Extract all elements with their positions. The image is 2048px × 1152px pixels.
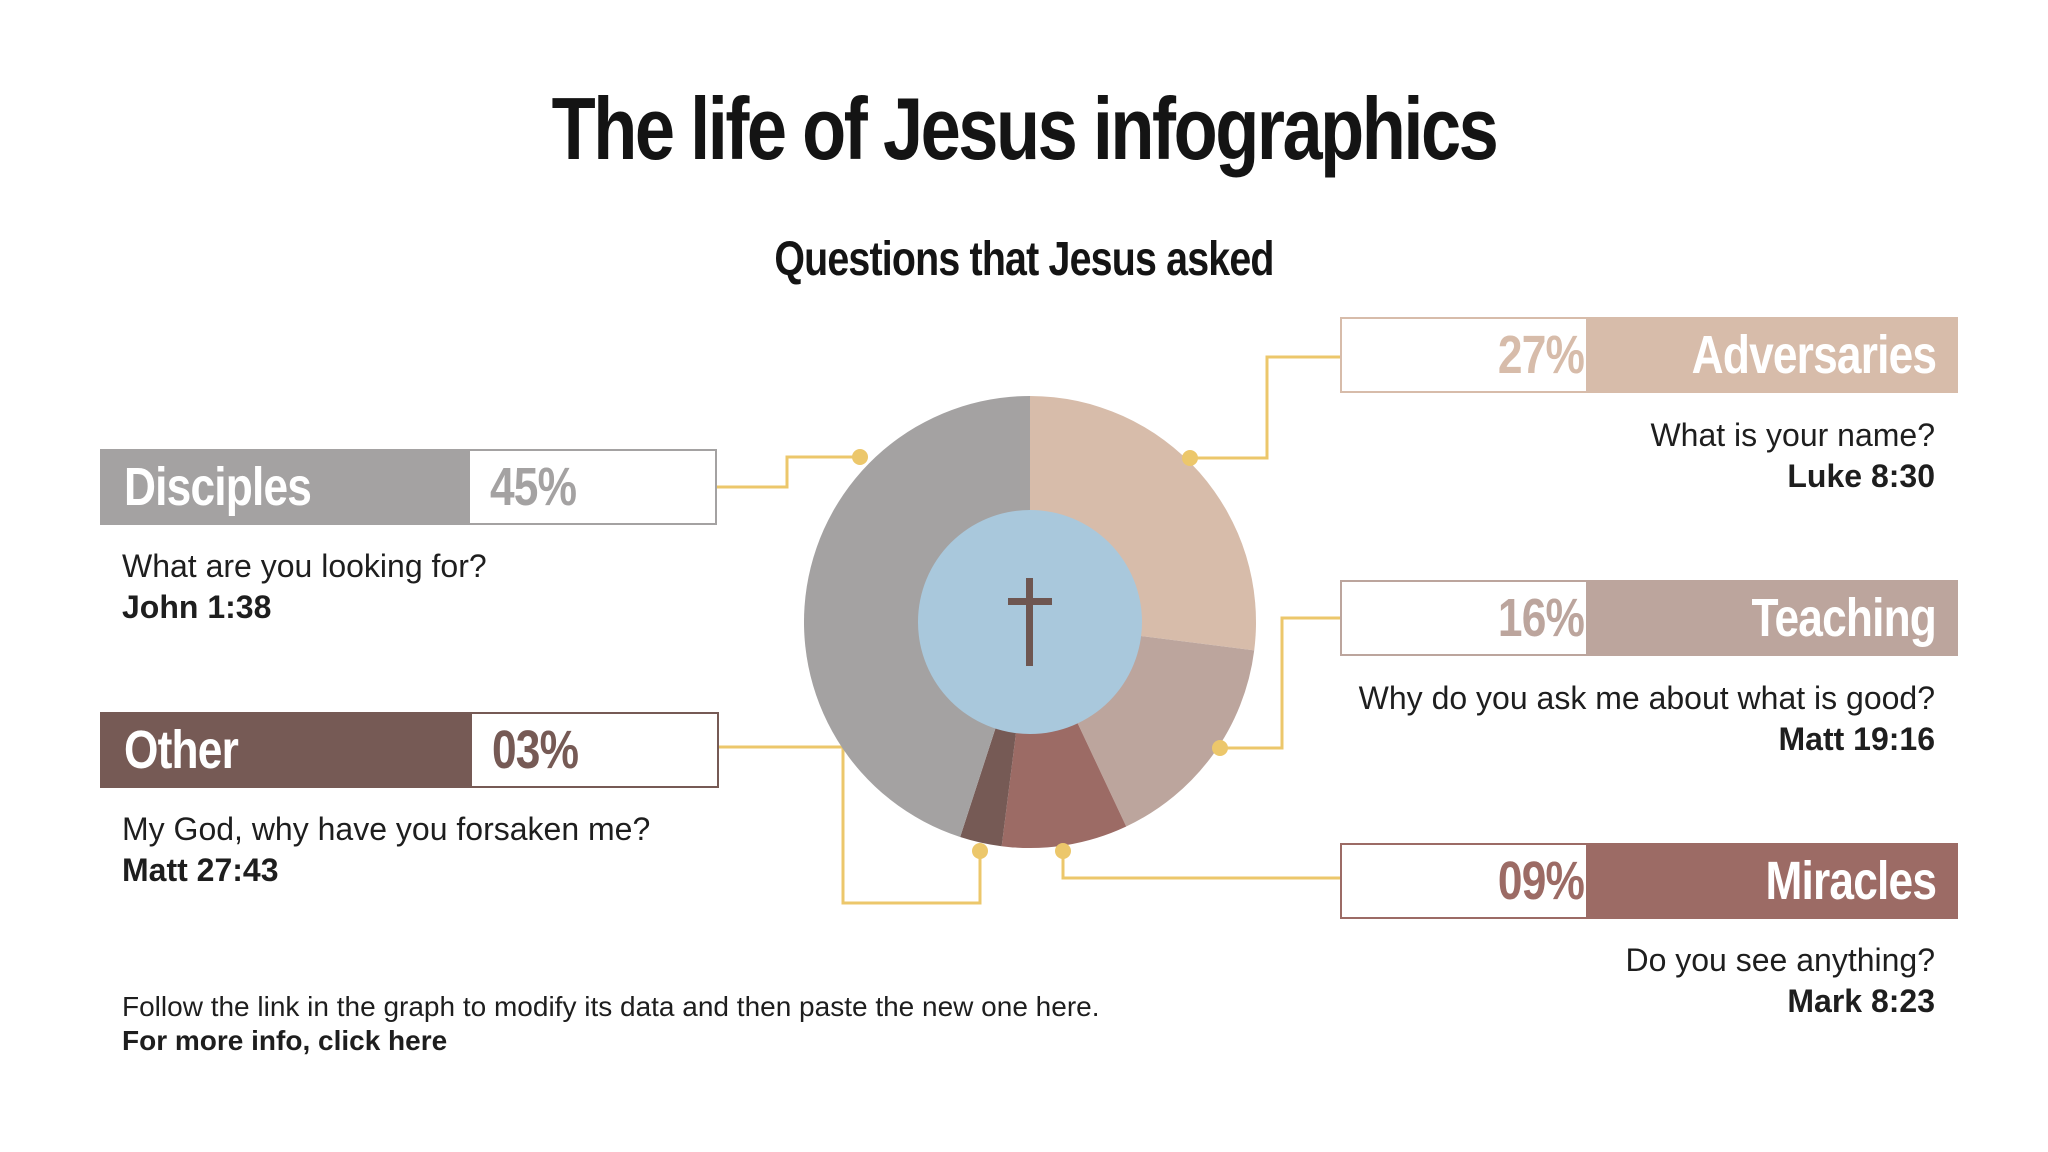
- category-name: Teaching: [1586, 582, 1956, 654]
- footnote-text: Follow the link in the graph to modify i…: [122, 991, 1100, 1022]
- category-disciples: Disciples 45%: [100, 449, 717, 525]
- category-name: Disciples: [102, 451, 470, 523]
- connector-disciples-dot: [852, 449, 868, 465]
- connector-teaching-dot: [1212, 740, 1228, 756]
- scripture-reference: Matt 19:16: [1778, 721, 1936, 757]
- question-text: What is your name?: [1650, 417, 1935, 453]
- connector-lines: [717, 355, 1340, 905]
- category-other: Other 03%: [100, 712, 719, 788]
- quote-teaching: Why do you ask me about what is good? Ma…: [1359, 678, 1935, 760]
- scripture-reference: Mark 8:23: [1787, 983, 1935, 1019]
- chart-subtitle: Questions that Jesus asked: [774, 233, 1274, 286]
- pie-slice-disciples: [803, 396, 1030, 837]
- more-info-link[interactable]: For more info, click here: [122, 1025, 448, 1056]
- category-name: Miracles: [1586, 845, 1956, 917]
- category-percent: 03%: [492, 720, 579, 780]
- category-percent: 09%: [1497, 851, 1585, 911]
- question-text: Why do you ask me about what is good?: [1358, 680, 1935, 716]
- connector-teaching: [1220, 616, 1340, 750]
- page-title: The life of Jesus infographics: [551, 79, 1499, 178]
- connector-miracles-dot: [1055, 843, 1071, 859]
- connector-other: [719, 745, 982, 905]
- category-name: Adversaries: [1586, 319, 1956, 391]
- scripture-reference: John 1:38: [122, 589, 272, 625]
- category-percent: 45%: [490, 457, 577, 517]
- footnote: Follow the link in the graph to modify i…: [122, 990, 1122, 1058]
- question-text: Do you see anything?: [1625, 942, 1935, 978]
- category-adversaries: 27% Adversaries: [1340, 317, 1958, 393]
- cross-icon: [1008, 578, 1052, 666]
- quote-disciples: What are you looking for? John 1:38: [122, 546, 487, 628]
- quote-miracles: Do you see anything? Mark 8:23: [1625, 940, 1935, 1022]
- category-percent: 16%: [1497, 588, 1585, 648]
- question-text: My God, why have you forsaken me?: [122, 811, 651, 847]
- connector-dots: [852, 449, 1228, 859]
- connector-disciples: [717, 455, 860, 489]
- question-text: What are you looking for?: [122, 548, 487, 584]
- category-name: Other: [102, 714, 472, 786]
- category-percent: 27%: [1497, 325, 1585, 385]
- quote-other: My God, why have you forsaken me? Matt 2…: [122, 809, 650, 891]
- connector-adversaries-dot: [1182, 450, 1198, 466]
- connector-adversaries: [1190, 355, 1340, 460]
- connector-other-dot: [972, 843, 988, 859]
- scripture-reference: Matt 27:43: [122, 852, 279, 888]
- category-miracles: 09% Miracles: [1340, 843, 1958, 919]
- scripture-reference: Luke 8:30: [1787, 458, 1935, 494]
- category-teaching: 16% Teaching: [1340, 580, 1958, 656]
- connector-miracles: [1061, 851, 1340, 880]
- quote-adversaries: What is your name? Luke 8:30: [1650, 415, 1935, 497]
